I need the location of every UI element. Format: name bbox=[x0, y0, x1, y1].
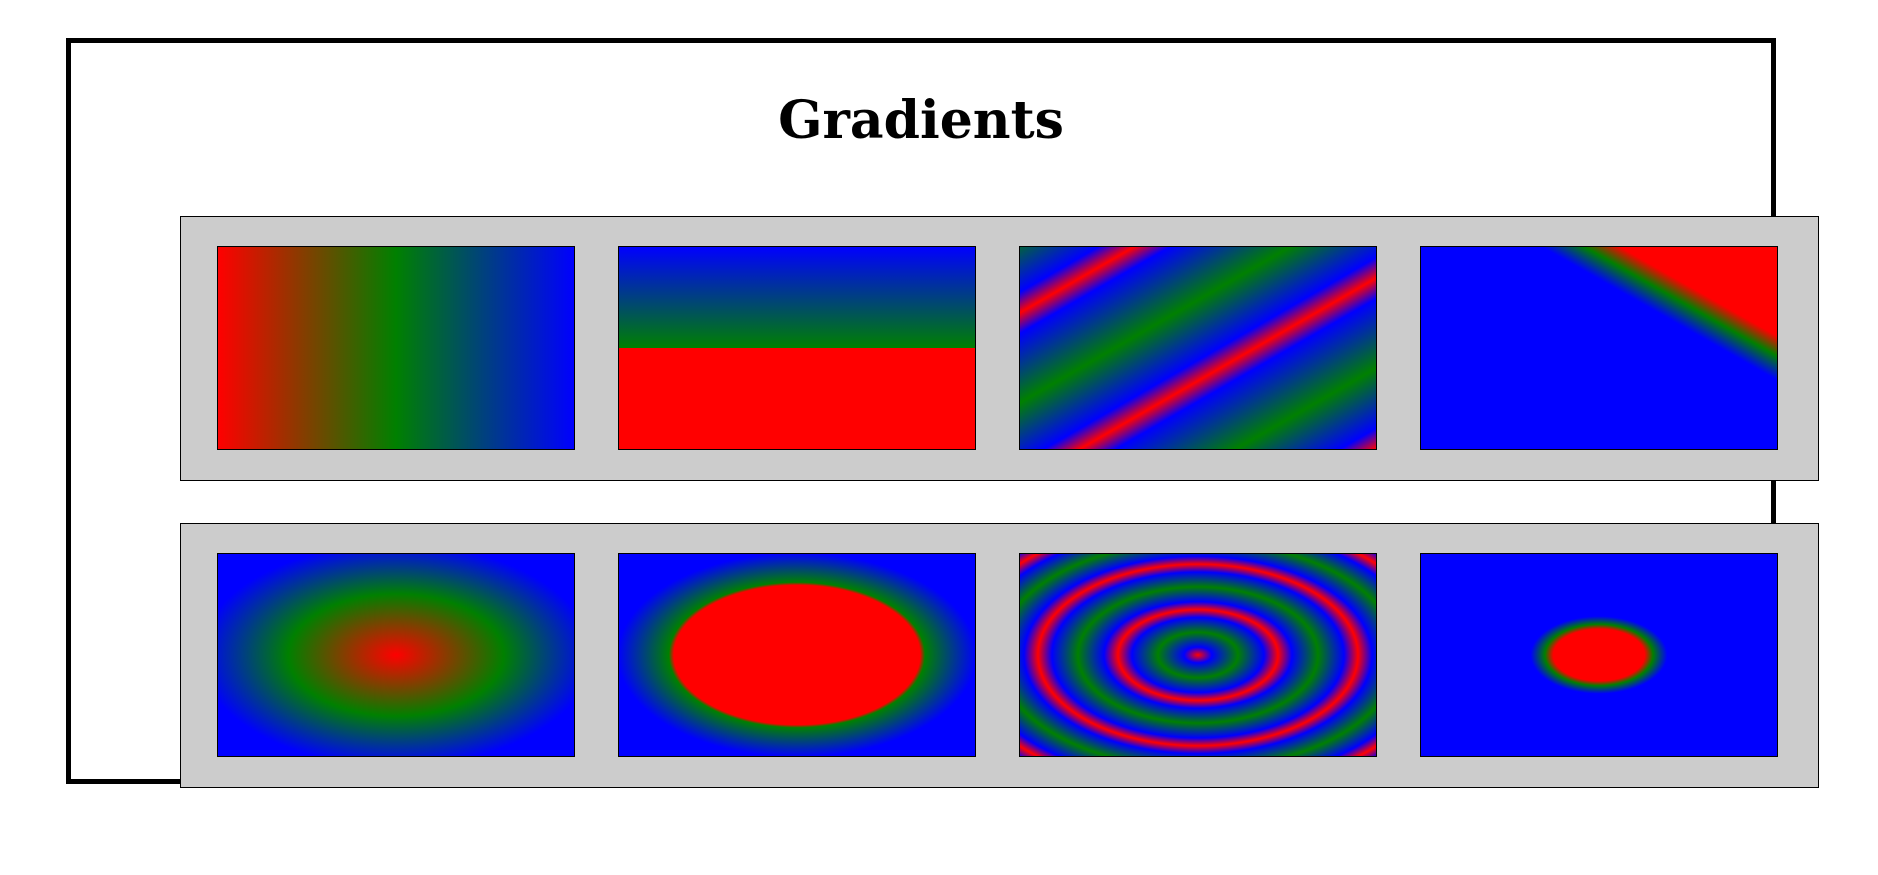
radial-large-solid-center-gradient-tile bbox=[618, 553, 976, 757]
radial-small-solid-center-gradient-tile bbox=[1420, 553, 1778, 757]
radial-repeating-rings-gradient-tile bbox=[1019, 553, 1377, 757]
page-title: Gradients bbox=[778, 90, 1064, 151]
linear-diagonal-repeating-gradient-tile bbox=[1019, 246, 1377, 450]
linear-horizontal-gradient-tile bbox=[217, 246, 575, 450]
linear-vertical-hard-stop-gradient-tile bbox=[618, 246, 976, 450]
gradients-frame: Gradients bbox=[66, 38, 1819, 788]
linear-corner-gradient-tile bbox=[1420, 246, 1778, 450]
linear-gradient-row bbox=[180, 216, 1819, 481]
radial-soft-gradient-tile bbox=[217, 553, 575, 757]
radial-gradient-row bbox=[180, 523, 1819, 788]
